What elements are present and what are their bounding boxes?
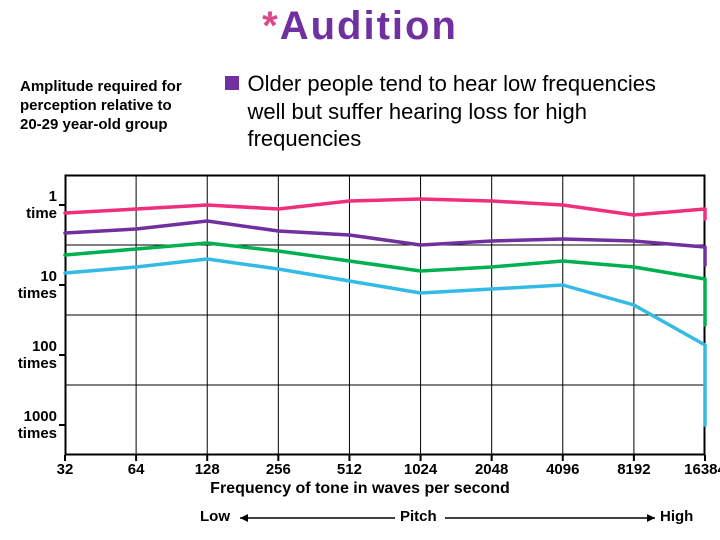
x-axis-label: Frequency of tone in waves per second: [0, 480, 720, 498]
audiogram-chart: 1time10times100times1000times32641282565…: [65, 175, 705, 455]
x-tick-label: 256: [266, 461, 291, 478]
bullet-square-icon: [225, 76, 239, 90]
y-tick-label: 1time: [0, 189, 57, 222]
title-asterisk: *: [262, 4, 280, 48]
pitch-arrows: [0, 508, 720, 532]
x-tick-label: 64: [128, 461, 145, 478]
bullet-point: Older people tend to hear low frequencie…: [225, 70, 705, 153]
y-axis-desc-line3: 20-29 year-old group: [20, 116, 220, 135]
x-tick-label: 128: [195, 461, 220, 478]
y-axis-desc-line2: perception relative to: [20, 97, 220, 116]
y-axis-desc-line1: Amplitude required for: [20, 78, 220, 97]
x-tick-label: 8192: [617, 461, 650, 478]
y-tick-label: 100times: [0, 339, 57, 372]
x-tick-label: 1024: [404, 461, 437, 478]
page-title: *Audition: [0, 4, 720, 49]
y-axis-description: Amplitude required for perception relati…: [20, 78, 220, 134]
x-tick-label: 16384: [684, 461, 720, 478]
bullet-text: Older people tend to hear low frequencie…: [247, 70, 697, 153]
x-tick-label: 512: [337, 461, 362, 478]
title-text: Audition: [280, 4, 458, 48]
y-tick-label: 1000times: [0, 409, 57, 442]
x-tick-label: 2048: [475, 461, 508, 478]
x-tick-label: 32: [57, 461, 74, 478]
y-tick-label: 10times: [0, 269, 57, 302]
x-tick-label: 4096: [546, 461, 579, 478]
chart-svg: [65, 175, 705, 455]
